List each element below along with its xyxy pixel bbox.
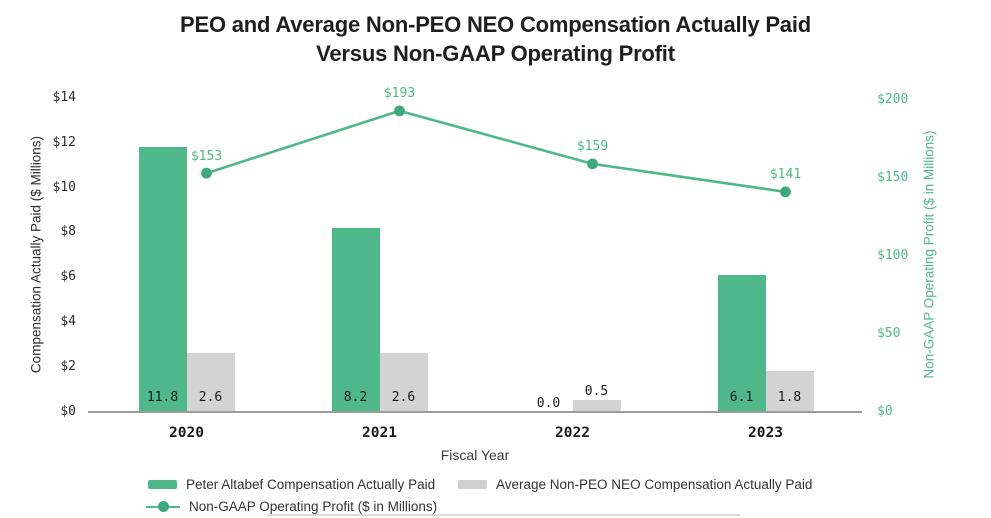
legend-line-dot bbox=[157, 501, 169, 512]
bar-peo-2023 bbox=[717, 274, 766, 412]
bar-value-label: 0.5 bbox=[584, 384, 609, 400]
bar-value-label: 11.8 bbox=[146, 389, 179, 405]
legend-line-marker-icon bbox=[146, 501, 180, 513]
left-axis-tick: $8 bbox=[60, 224, 76, 240]
bar-avg-neo-2020 bbox=[186, 353, 235, 412]
bar-peo-2021 bbox=[331, 227, 380, 412]
right-axis-tick: $100 bbox=[877, 247, 909, 263]
legend-item-3: Non-GAAP Operating Profit ($ in Millions… bbox=[146, 498, 437, 515]
right-axis-tick: $200 bbox=[877, 92, 909, 107]
left-axis-tick: $14 bbox=[52, 90, 76, 105]
legend-item-2: Average Non-PEO NEO Compensation Actuall… bbox=[458, 476, 812, 493]
bottom-divider bbox=[267, 514, 740, 516]
bar-avg-neo-2021 bbox=[379, 353, 428, 412]
line-point-label: $159 bbox=[576, 139, 609, 155]
chart-title: PEO and Average Non-PEO NEO Compensation… bbox=[0, 10, 991, 68]
line-point-label: $141 bbox=[769, 167, 802, 183]
x-axis-tick-2023: 2023 bbox=[748, 425, 783, 441]
left-axis-tick: $6 bbox=[60, 269, 76, 285]
left-axis-tick: $12 bbox=[52, 134, 76, 150]
x-axis-title: Fiscal Year bbox=[440, 447, 510, 463]
bar-avg-neo-2022 bbox=[572, 400, 621, 412]
left-axis-tick: $0 bbox=[60, 403, 76, 419]
line-point-label: $153 bbox=[190, 148, 223, 164]
x-axis-tick-2020: 2020 bbox=[169, 425, 204, 441]
bar-value-label: 8.2 bbox=[343, 389, 368, 405]
legend-label: Peter Altabef Compensation Actually Paid bbox=[186, 477, 436, 492]
bar-value-label: 6.1 bbox=[729, 389, 754, 405]
legend-item-1: Peter Altabef Compensation Actually Paid bbox=[148, 476, 435, 493]
line-point-label: $193 bbox=[383, 86, 416, 102]
line-marker bbox=[587, 158, 598, 170]
left-axis-tick: $4 bbox=[60, 313, 76, 329]
bar-peo-2020 bbox=[138, 147, 187, 412]
bar-value-label: 2.6 bbox=[391, 389, 416, 405]
legend-label: Non-GAAP Operating Profit ($ in Millions… bbox=[189, 499, 438, 514]
x-axis-line bbox=[88, 410, 862, 413]
chart-title-line2: Versus Non-GAAP Operating Profit bbox=[316, 41, 675, 66]
legend-bar-swatch-icon bbox=[148, 480, 177, 489]
left-axis-tick: $10 bbox=[52, 179, 76, 195]
right-axis-tick: $50 bbox=[877, 325, 901, 341]
legend-label: Average Non-PEO NEO Compensation Actuall… bbox=[496, 477, 813, 492]
bar-value-label: 1.8 bbox=[777, 389, 802, 405]
right-axis-tick: $150 bbox=[877, 169, 909, 185]
x-axis-tick-2022: 2022 bbox=[555, 425, 590, 441]
chart-title-line1: PEO and Average Non-PEO NEO Compensation… bbox=[180, 12, 811, 37]
bar-avg-neo-2023 bbox=[765, 371, 814, 412]
line-marker bbox=[394, 105, 405, 117]
bar-value-label: 2.6 bbox=[198, 389, 223, 405]
line-marker bbox=[201, 167, 212, 179]
bar-value-label: 0.0 bbox=[536, 395, 561, 411]
x-axis-tick-2021: 2021 bbox=[362, 425, 397, 441]
left-axis-tick: $2 bbox=[60, 358, 76, 374]
legend-bar-swatch-icon bbox=[458, 480, 487, 489]
right-axis-tick: $0 bbox=[877, 403, 893, 419]
line-marker bbox=[780, 186, 791, 198]
profit-line bbox=[206, 109, 786, 194]
